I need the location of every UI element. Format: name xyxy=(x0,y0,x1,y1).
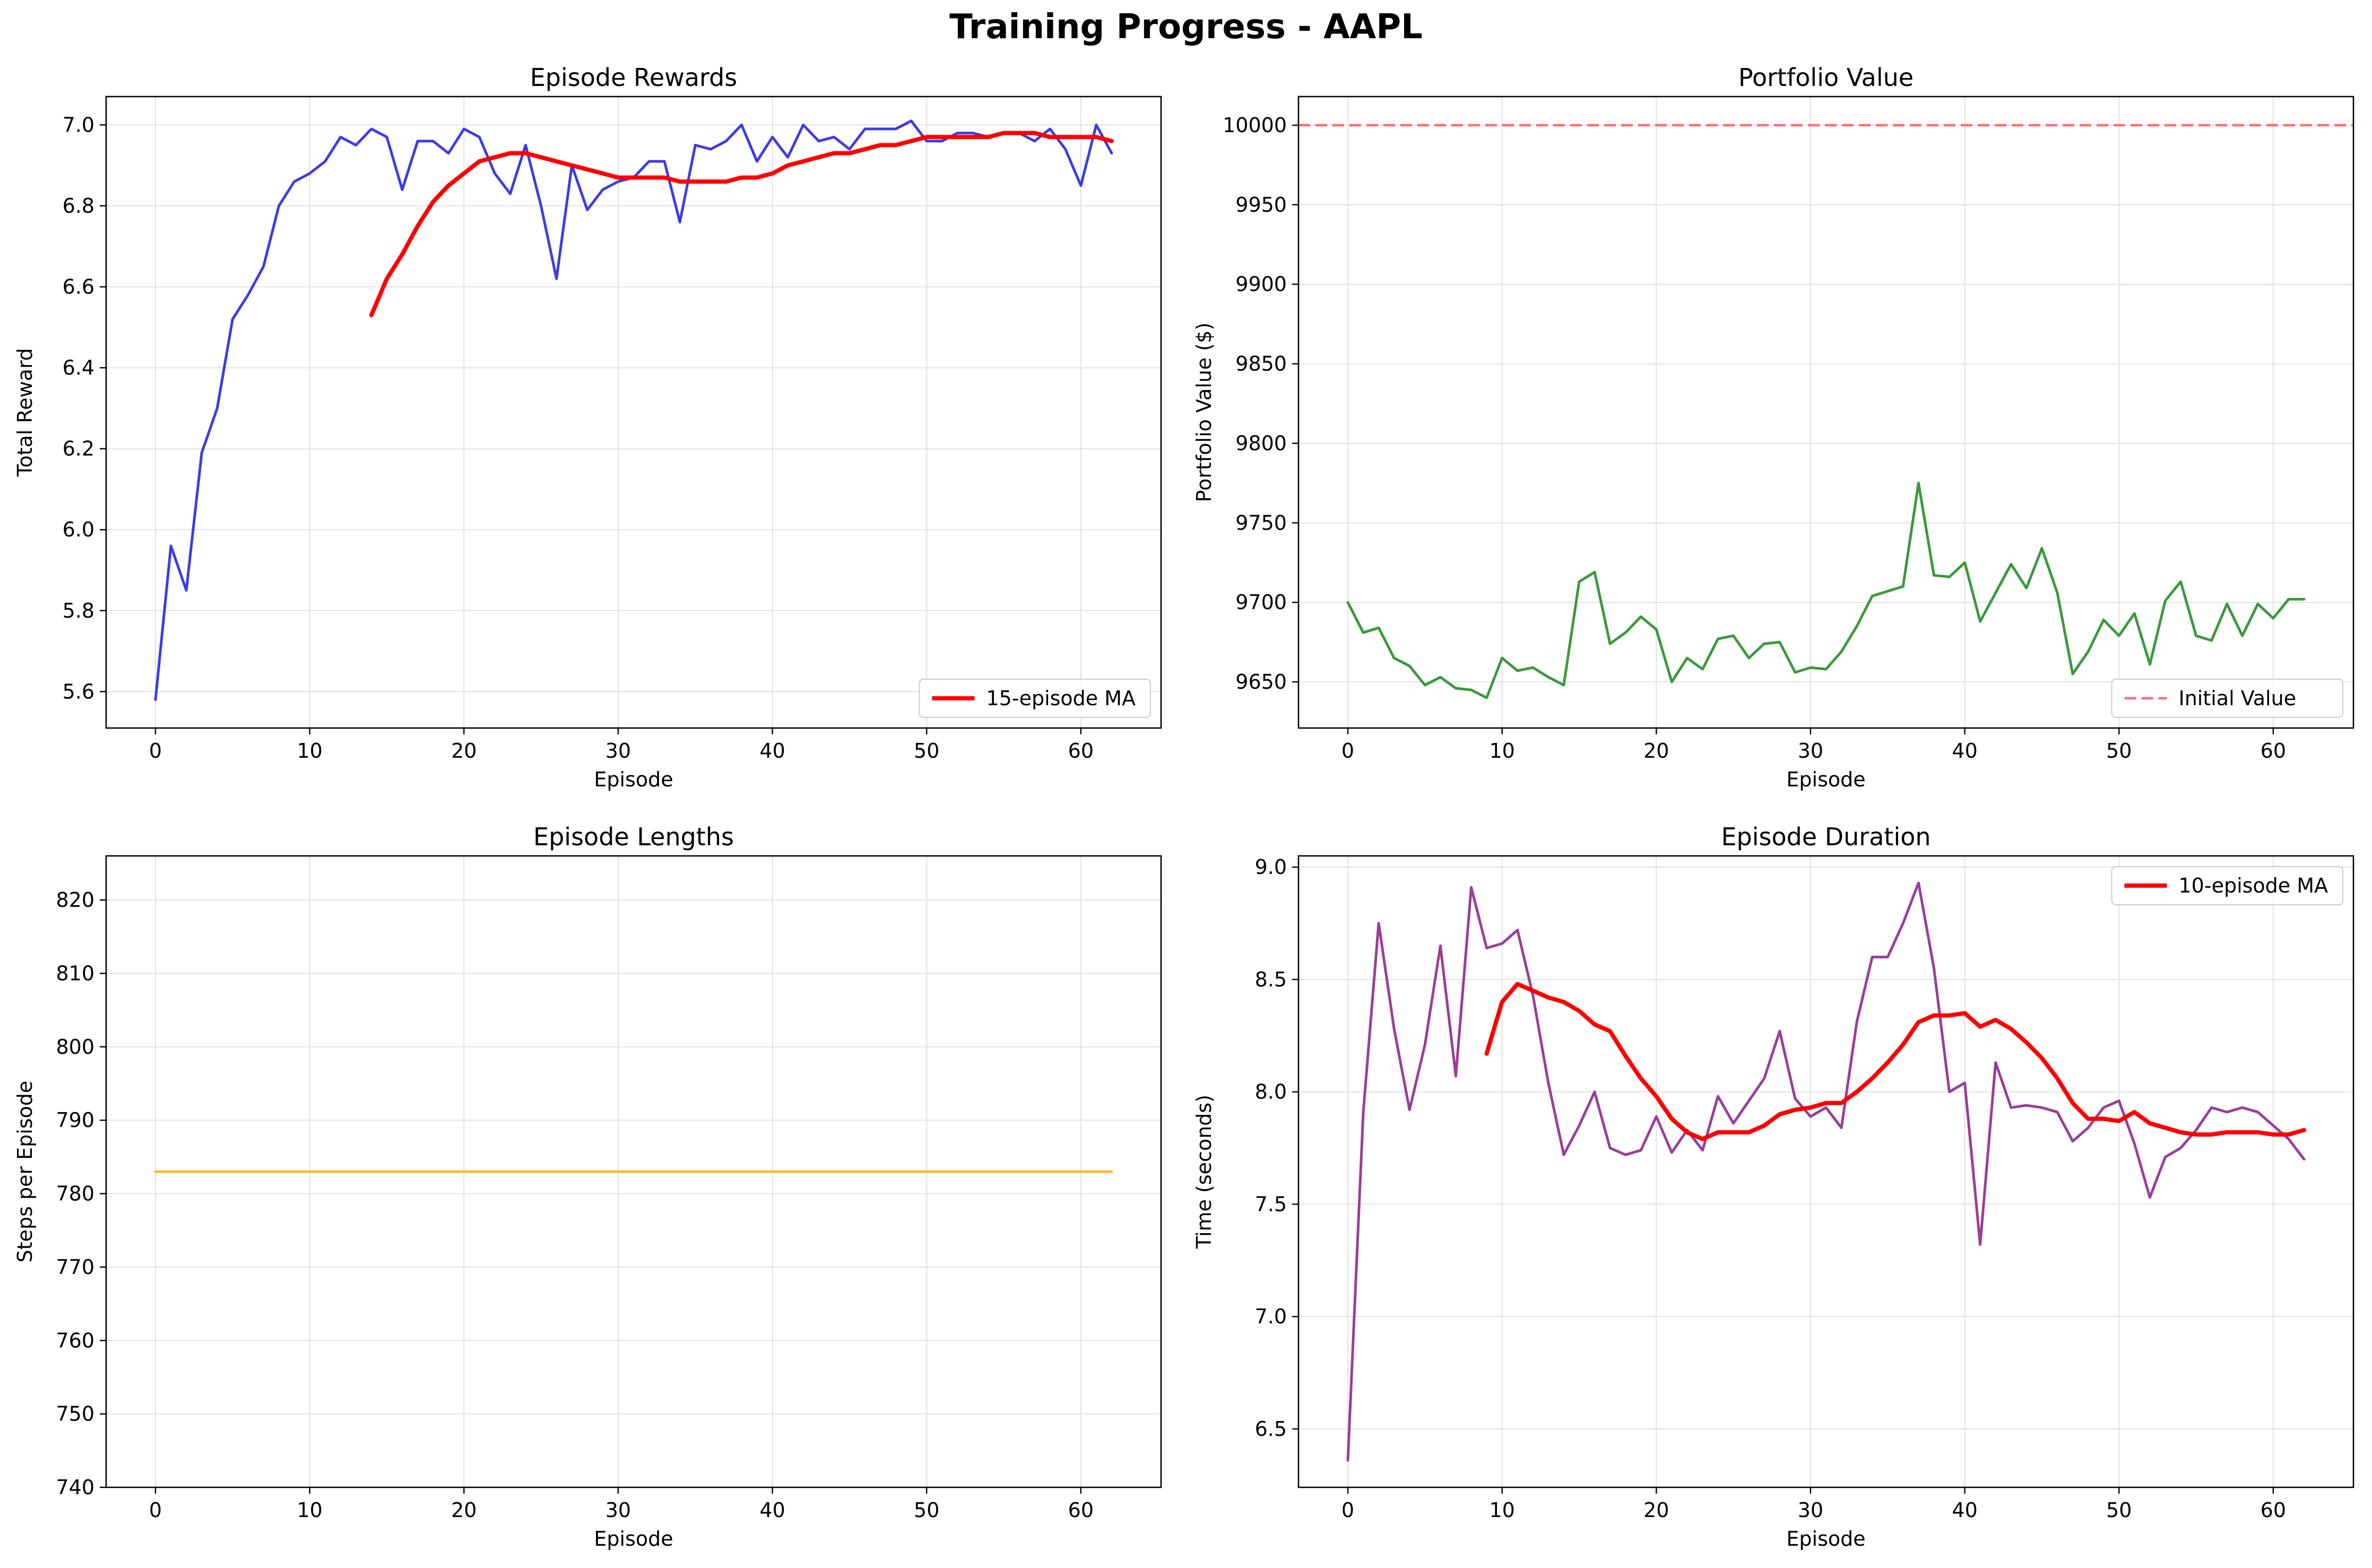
y-tick-label: 9850 xyxy=(1235,352,1287,376)
plot-frame xyxy=(105,855,1162,1488)
y-tick-label: 9650 xyxy=(1235,670,1287,694)
y-tick-label: 780 xyxy=(56,1182,94,1206)
y-tick-label: 5.8 xyxy=(63,599,94,622)
x-tick-label: 60 xyxy=(1068,1498,1094,1522)
legend-box xyxy=(2111,866,2343,905)
plot-frame xyxy=(1297,855,2354,1488)
y-tick-label: 9.0 xyxy=(1255,855,1287,879)
y-tick-label: 810 xyxy=(56,961,94,985)
series-line-episode-duration xyxy=(1346,881,2306,1462)
y-tick-label: 9800 xyxy=(1235,431,1287,455)
y-tick-label: 8.0 xyxy=(1255,1080,1287,1104)
y-tick-label: 800 xyxy=(56,1035,94,1059)
x-tick-label: 50 xyxy=(2106,739,2132,763)
y-tick-label: 760 xyxy=(56,1329,94,1352)
y-tick-label: 820 xyxy=(56,888,94,912)
y-tick-label: 9700 xyxy=(1235,591,1287,614)
legend-label: 15-episode MA xyxy=(986,687,1136,710)
x-tick-label: 30 xyxy=(605,739,631,763)
y-tick-label: 7.5 xyxy=(1255,1192,1287,1216)
x-tick-label: 20 xyxy=(451,739,477,763)
x-axis-label: Episode xyxy=(594,768,673,791)
x-tick-label: 10 xyxy=(297,1498,322,1522)
legend-box xyxy=(2111,679,2343,718)
x-tick-label: 30 xyxy=(605,1498,631,1522)
y-tick-label: 790 xyxy=(56,1108,94,1132)
y-axis-label: Portfolio Value ($) xyxy=(1192,323,1216,503)
y-tick-label: 9950 xyxy=(1235,193,1287,216)
x-tick-label: 50 xyxy=(2106,1498,2132,1522)
x-tick-label: 0 xyxy=(149,1498,162,1522)
figure-title: Training Progress - AAPL xyxy=(949,7,1423,47)
x-axis-label: Episode xyxy=(594,1527,673,1550)
y-tick-label: 6.2 xyxy=(63,437,94,461)
subplot-title: Episode Lengths xyxy=(533,822,734,851)
chart-panel-episode-lengths: 0 10 20 30 40 50 60 740 750 760 770 780 790 800 810 820… xyxy=(13,822,1162,1550)
x-tick-label: 10 xyxy=(297,739,322,763)
x-tick-label: 40 xyxy=(759,739,785,763)
y-tick-label: 7.0 xyxy=(1255,1305,1287,1328)
x-tick-label: 30 xyxy=(1798,739,1823,763)
y-tick-label: 5.6 xyxy=(63,680,94,703)
chart-panel-episode-duration: 0 10 20 30 40 50 60 6.5 7.0 7.5 8.0 8.5 9.0 Episode D… xyxy=(1192,822,2354,1550)
subplot-title: Episode Rewards xyxy=(530,63,738,92)
y-axis-label: Steps per Episode xyxy=(13,1081,37,1263)
x-tick-label: 60 xyxy=(2261,1498,2286,1522)
series-line-episode-rewards xyxy=(154,119,1113,701)
x-tick-label: 0 xyxy=(1341,739,1354,763)
x-tick-label: 20 xyxy=(1643,1498,1669,1522)
y-tick-label: 740 xyxy=(56,1476,94,1499)
x-tick-label: 50 xyxy=(914,1498,939,1522)
y-tick-label: 770 xyxy=(56,1255,94,1279)
y-tick-label: 6.4 xyxy=(63,356,94,379)
plot-frame xyxy=(105,96,1162,729)
chart-panel-portfolio-value: 0 10 20 30 40 50 60 9650 9700 9750 9800 9850 9900 995… xyxy=(1192,63,2354,791)
y-tick-label: 6.6 xyxy=(63,275,94,299)
x-tick-label: 60 xyxy=(2261,739,2286,763)
x-tick-label: 50 xyxy=(914,739,939,763)
legend-box xyxy=(919,679,1151,718)
legend: 15-episode MA xyxy=(919,679,1151,718)
legend: 10-episode MA xyxy=(2111,866,2343,905)
x-tick-label: 0 xyxy=(149,739,162,763)
series-line-10-episode-ma xyxy=(1484,982,2306,1141)
y-tick-label: 6.5 xyxy=(1255,1417,1287,1441)
x-tick-label: 40 xyxy=(759,1498,785,1522)
series-line-15-episode-ma xyxy=(369,131,1114,317)
y-tick-label: 9750 xyxy=(1235,511,1287,534)
plot-frame xyxy=(1297,96,2354,729)
y-tick-label: 6.0 xyxy=(63,518,94,541)
x-tick-label: 60 xyxy=(1068,739,1094,763)
y-tick-label: 10000 xyxy=(1223,114,1287,137)
subplot-title: Episode Duration xyxy=(1721,822,1931,851)
x-tick-label: 20 xyxy=(451,1498,477,1522)
y-tick-label: 9900 xyxy=(1235,273,1287,296)
x-axis-label: Episode xyxy=(1786,1527,1865,1550)
chart-panel-episode-rewards: 0 10 20 30 40 50 60 5.6 5.8 6.0 6.2 6.4 6.6 6.8 7.0 Epi… xyxy=(13,63,1162,791)
x-tick-label: 10 xyxy=(1489,1498,1514,1522)
x-tick-label: 30 xyxy=(1798,1498,1823,1522)
y-axis-label: Total Reward xyxy=(13,348,37,477)
subplot-title: Portfolio Value xyxy=(1738,63,1914,92)
x-tick-label: 40 xyxy=(1952,1498,1977,1522)
x-tick-label: 20 xyxy=(1643,739,1669,763)
series-line-portfolio-value xyxy=(1346,481,2306,699)
y-tick-label: 750 xyxy=(56,1402,94,1426)
y-axis-label: Time (seconds) xyxy=(1192,1095,1216,1249)
x-tick-label: 0 xyxy=(1341,1498,1354,1522)
y-tick-label: 7.0 xyxy=(63,113,94,136)
legend: Initial Value xyxy=(2111,679,2343,718)
legend-label: Initial Value xyxy=(2179,687,2297,710)
y-tick-label: 8.5 xyxy=(1255,968,1287,991)
x-tick-label: 40 xyxy=(1952,739,1977,763)
y-tick-label: 6.8 xyxy=(63,194,94,218)
x-axis-label: Episode xyxy=(1786,768,1865,791)
legend-label: 10-episode MA xyxy=(2179,874,2328,897)
x-tick-label: 10 xyxy=(1489,739,1514,763)
